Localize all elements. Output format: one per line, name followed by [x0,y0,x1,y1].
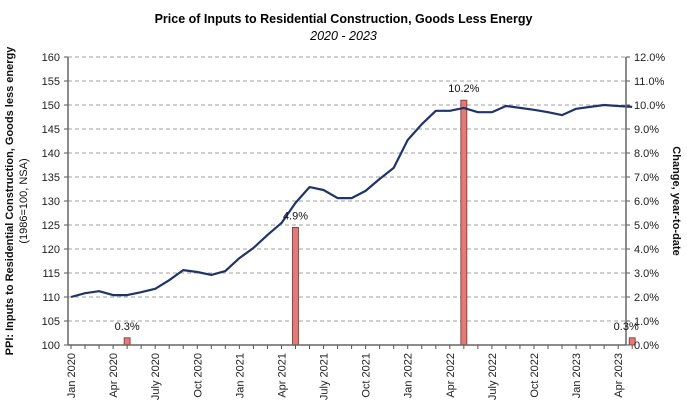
bar [460,99,468,346]
y-axis-left-label: PPI: Inputs to Residential Construction,… [4,46,16,356]
bar-data-label: 0.3% [115,321,140,333]
y-right-tick-label: 2.0% [634,292,659,304]
x-tick-label: July 2022 [487,353,499,400]
bar-data-label: 0.3% [614,321,639,333]
x-tick-label: Jan 2020 [66,353,78,398]
labels: 100 105 110 115 120 125 130 135 140 145 150 155 160 0… [42,52,666,400]
y-left-tick-label: 120 [42,244,60,256]
bar [123,337,131,346]
ppi-line [70,103,633,299]
y-right-tick-label: 6.0% [634,196,659,208]
bar [292,226,299,346]
x-tick-label: Oct 2022 [529,353,541,398]
y-axis-left-sublabel: (1986=100, NSA) [18,158,30,243]
y-right-tick-label: 3.0% [634,268,659,280]
x-tick-label: July 2020 [150,353,162,400]
x-tick-label: Apr 2020 [108,353,120,398]
y-left-tick-label: 105 [42,316,60,328]
y-left-tick-label: 140 [42,148,60,160]
y-left-tick-label: 100 [42,340,60,352]
chart-subtitle: 2020 - 2023 [310,29,377,43]
x-tick-label: Oct 2020 [192,353,204,398]
bar-data-label: 10.2% [448,83,479,95]
x-tick-label: Apr 2023 [613,353,625,398]
bar-data-label: 4.9% [283,210,308,222]
y-right-tick-label: 4.0% [634,244,659,256]
x-tick-label: Apr 2021 [276,353,288,398]
y-right-tick-label: 12.0% [634,52,665,64]
y-left-tick-label: 110 [42,292,60,304]
x-tick-label: Jan 2023 [571,353,583,398]
gridlines [68,56,626,322]
y-right-tick-label: 1.0% [634,316,659,328]
y-right-tick-label: 8.0% [634,148,659,160]
y-right-tick-label: 10.0% [634,100,665,112]
y-right-tick-label: 11.0% [634,76,665,88]
y-right-tick-label: 0.0% [634,340,659,352]
y-right-tick-label: 7.0% [634,172,659,184]
x-tick-label: Jan 2021 [234,353,246,398]
x-tick-label: Oct 2021 [361,353,373,398]
y-right-tick-label: 9.0% [634,124,659,136]
axes [64,56,633,349]
y-left-tick-label: 130 [42,196,60,208]
y-left-tick-label: 160 [42,52,60,64]
y-left-tick-label: 150 [42,100,60,112]
y-left-tick-label: 135 [42,172,60,184]
y-left-tick-label: 125 [42,220,60,232]
y-left-tick-label: 115 [42,268,60,280]
bars [123,99,636,346]
line-series [70,103,633,299]
y-axis-right-label: Change, year-to-date [670,146,682,255]
y-right-tick-label: 5.0% [634,220,659,232]
x-tick-label: Jan 2022 [403,353,415,398]
y-left-tick-label: 145 [42,124,60,136]
x-tick-label: July 2021 [319,353,331,400]
x-tick-label: Apr 2022 [445,353,457,398]
chart-title: Price of Inputs to Residential Construct… [154,12,533,26]
y-left-tick-label: 155 [42,76,60,88]
